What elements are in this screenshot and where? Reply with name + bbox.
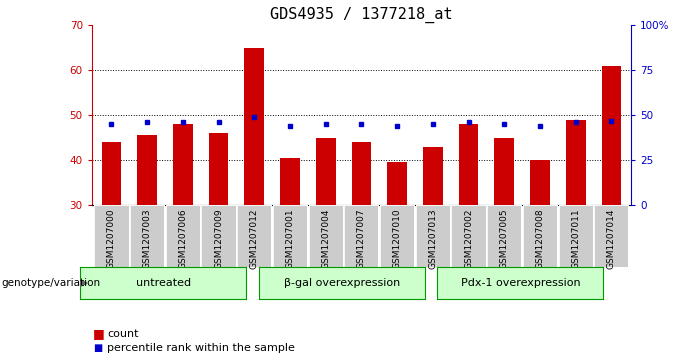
Bar: [530, 160, 550, 205]
Bar: [316, 138, 335, 205]
Text: GSM1207004: GSM1207004: [321, 208, 330, 269]
Text: GSM1207002: GSM1207002: [464, 208, 473, 269]
Text: GSM1207009: GSM1207009: [214, 208, 223, 269]
Text: genotype/variation: genotype/variation: [1, 278, 101, 288]
Text: GSM1207013: GSM1207013: [428, 208, 437, 269]
Bar: [423, 147, 443, 205]
Bar: [494, 138, 514, 205]
Text: GSM1207006: GSM1207006: [178, 208, 188, 269]
Text: GSM1207000: GSM1207000: [107, 208, 116, 269]
Bar: [459, 124, 478, 205]
Bar: [388, 162, 407, 205]
Bar: [101, 142, 121, 205]
Text: GSM1207012: GSM1207012: [250, 208, 259, 269]
Text: GSM1207008: GSM1207008: [535, 208, 545, 269]
Text: count: count: [107, 329, 139, 339]
Bar: [209, 133, 228, 205]
Bar: [352, 142, 371, 205]
Text: untreated: untreated: [136, 278, 191, 288]
Text: ■: ■: [93, 343, 103, 354]
Bar: [173, 124, 192, 205]
Bar: [566, 120, 585, 205]
Text: β-gal overexpression: β-gal overexpression: [284, 278, 400, 288]
Title: GDS4935 / 1377218_at: GDS4935 / 1377218_at: [270, 7, 453, 23]
Text: GSM1207014: GSM1207014: [607, 208, 616, 269]
Text: GSM1207010: GSM1207010: [392, 208, 402, 269]
Text: GSM1207003: GSM1207003: [143, 208, 152, 269]
Text: Pdx-1 overexpression: Pdx-1 overexpression: [460, 278, 580, 288]
Text: GSM1207011: GSM1207011: [571, 208, 580, 269]
Bar: [280, 158, 300, 205]
Text: GSM1207001: GSM1207001: [286, 208, 294, 269]
Text: GSM1207005: GSM1207005: [500, 208, 509, 269]
Bar: [245, 48, 264, 205]
Text: GSM1207007: GSM1207007: [357, 208, 366, 269]
Bar: [137, 135, 157, 205]
Bar: [602, 66, 622, 205]
Text: ■: ■: [93, 327, 105, 340]
Text: percentile rank within the sample: percentile rank within the sample: [107, 343, 295, 354]
